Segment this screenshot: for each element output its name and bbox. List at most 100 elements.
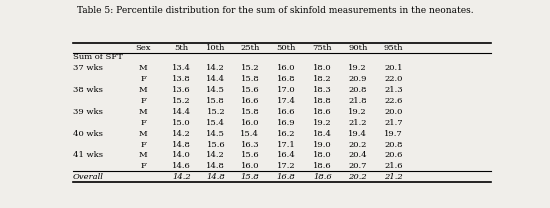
Text: 13.6: 13.6 [172, 86, 191, 94]
Text: 20.2: 20.2 [349, 141, 367, 149]
Text: 15.8: 15.8 [240, 108, 259, 116]
Text: 10th: 10th [206, 44, 226, 52]
Text: F: F [140, 119, 146, 127]
Text: 14.4: 14.4 [206, 75, 226, 83]
Text: 20.0: 20.0 [384, 108, 403, 116]
Text: 19.2: 19.2 [349, 64, 367, 72]
Text: M: M [139, 64, 147, 72]
Text: 14.5: 14.5 [206, 130, 226, 138]
Text: Sex: Sex [136, 44, 151, 52]
Text: 16.0: 16.0 [241, 119, 259, 127]
Text: 19.2: 19.2 [313, 119, 332, 127]
Text: M: M [139, 130, 147, 138]
Text: Overall: Overall [73, 173, 104, 181]
Text: 20.4: 20.4 [349, 151, 367, 160]
Text: 16.4: 16.4 [277, 151, 295, 160]
Text: 18.0: 18.0 [313, 64, 332, 72]
Text: 16.6: 16.6 [241, 97, 259, 105]
Text: 17.1: 17.1 [277, 141, 295, 149]
Text: 95th: 95th [384, 44, 403, 52]
Text: 25th: 25th [240, 44, 260, 52]
Text: 19.0: 19.0 [313, 141, 332, 149]
Text: 22.0: 22.0 [384, 75, 403, 83]
Text: Table 5: Percentile distribution for the sum of skinfold measurements in the neo: Table 5: Percentile distribution for the… [76, 6, 474, 15]
Text: 14.8: 14.8 [206, 162, 226, 170]
Text: 16.9: 16.9 [277, 119, 295, 127]
Text: 40 wks: 40 wks [73, 130, 103, 138]
Text: F: F [140, 141, 146, 149]
Text: 20.8: 20.8 [349, 86, 367, 94]
Text: 18.8: 18.8 [313, 97, 332, 105]
Text: 5th: 5th [175, 44, 189, 52]
Text: 16.8: 16.8 [277, 75, 295, 83]
Text: 21.3: 21.3 [384, 86, 403, 94]
Text: 15.8: 15.8 [206, 97, 225, 105]
Text: 21.6: 21.6 [384, 162, 403, 170]
Text: 75th: 75th [312, 44, 332, 52]
Text: 15.2: 15.2 [172, 97, 191, 105]
Text: 16.8: 16.8 [277, 173, 295, 181]
Text: M: M [139, 86, 147, 94]
Text: 16.2: 16.2 [277, 130, 295, 138]
Text: 14.8: 14.8 [172, 141, 191, 149]
Text: 20.1: 20.1 [384, 64, 403, 72]
Text: 38 wks: 38 wks [73, 86, 103, 94]
Text: 13.4: 13.4 [172, 64, 191, 72]
Text: 21.8: 21.8 [349, 97, 367, 105]
Text: 18.4: 18.4 [313, 130, 332, 138]
Text: 18.6: 18.6 [313, 173, 332, 181]
Text: 19.7: 19.7 [384, 130, 403, 138]
Text: 14.2: 14.2 [172, 173, 191, 181]
Text: 20.8: 20.8 [384, 141, 403, 149]
Text: 15.4: 15.4 [206, 119, 226, 127]
Text: 90th: 90th [348, 44, 367, 52]
Text: 15.4: 15.4 [240, 130, 260, 138]
Text: 14.5: 14.5 [206, 86, 226, 94]
Text: M: M [139, 151, 147, 160]
Text: 15.8: 15.8 [240, 75, 259, 83]
Text: 15.8: 15.8 [240, 173, 259, 181]
Text: 16.0: 16.0 [277, 64, 295, 72]
Text: 20.7: 20.7 [349, 162, 367, 170]
Text: 20.2: 20.2 [348, 173, 367, 181]
Text: 21.2: 21.2 [349, 119, 367, 127]
Text: F: F [140, 97, 146, 105]
Text: 19.2: 19.2 [349, 108, 367, 116]
Text: M: M [139, 108, 147, 116]
Text: 20.6: 20.6 [384, 151, 403, 160]
Text: 14.2: 14.2 [206, 151, 225, 160]
Text: 14.2: 14.2 [206, 64, 225, 72]
Text: 22.6: 22.6 [384, 97, 403, 105]
Text: 15.2: 15.2 [206, 108, 225, 116]
Text: 18.6: 18.6 [313, 162, 332, 170]
Text: 41 wks: 41 wks [73, 151, 103, 160]
Text: 14.0: 14.0 [172, 151, 191, 160]
Text: 18.3: 18.3 [313, 86, 332, 94]
Text: Sum of SFT: Sum of SFT [73, 53, 123, 62]
Text: 21.2: 21.2 [384, 173, 403, 181]
Text: F: F [140, 75, 146, 83]
Text: 14.4: 14.4 [172, 108, 191, 116]
Text: 18.6: 18.6 [313, 108, 332, 116]
Text: 15.6: 15.6 [240, 151, 259, 160]
Text: 50th: 50th [277, 44, 296, 52]
Text: 17.0: 17.0 [277, 86, 295, 94]
Text: 19.4: 19.4 [348, 130, 367, 138]
Text: 17.4: 17.4 [277, 97, 295, 105]
Text: 14.2: 14.2 [172, 130, 191, 138]
Text: 17.2: 17.2 [277, 162, 295, 170]
Text: 13.8: 13.8 [172, 75, 191, 83]
Text: 18.2: 18.2 [313, 75, 332, 83]
Text: 16.0: 16.0 [241, 162, 259, 170]
Text: 16.6: 16.6 [277, 108, 295, 116]
Text: 16.3: 16.3 [240, 141, 259, 149]
Text: F: F [140, 162, 146, 170]
Text: 15.2: 15.2 [240, 64, 259, 72]
Text: 15.6: 15.6 [206, 141, 225, 149]
Text: 15.6: 15.6 [240, 86, 259, 94]
Text: 21.7: 21.7 [384, 119, 403, 127]
Text: 20.9: 20.9 [349, 75, 367, 83]
Text: 15.0: 15.0 [172, 119, 191, 127]
Text: 39 wks: 39 wks [73, 108, 103, 116]
Text: 14.8: 14.8 [206, 173, 225, 181]
